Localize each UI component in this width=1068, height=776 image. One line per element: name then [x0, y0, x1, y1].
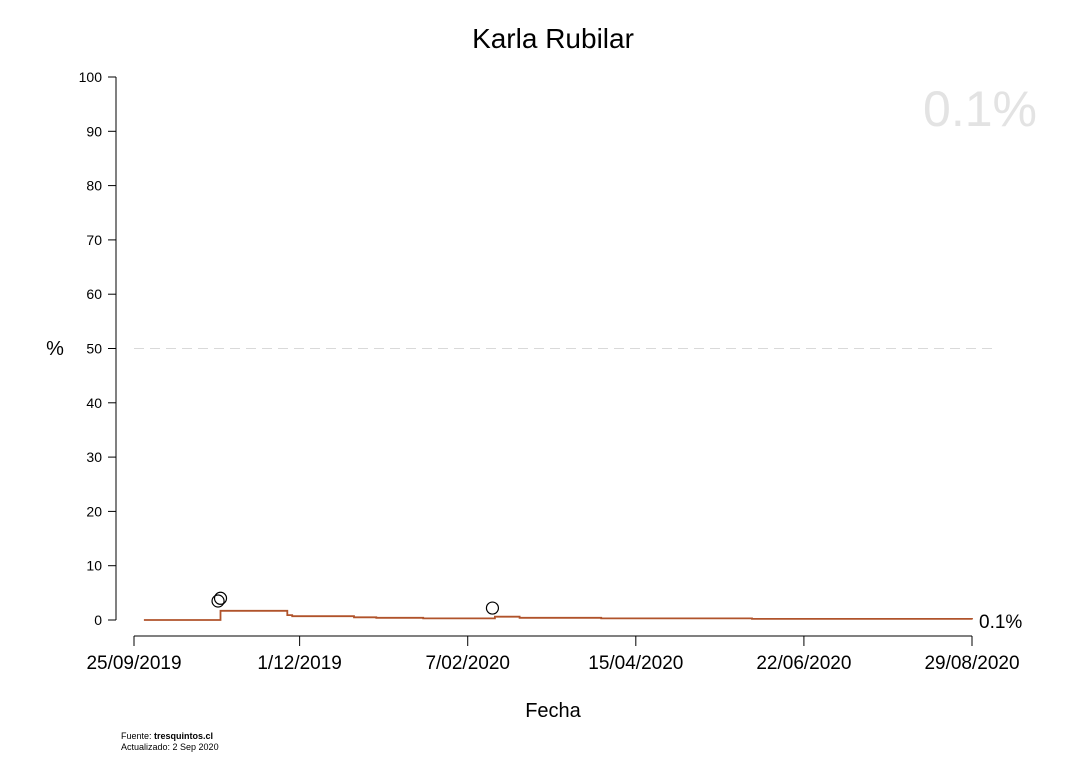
source-line: Fuente: tresquintos.cl [121, 731, 219, 742]
y-tick-label: 70 [86, 232, 102, 248]
plot-area [134, 348, 992, 621]
y-tick-label: 0 [94, 612, 102, 628]
x-tick-label: 15/04/2020 [588, 653, 683, 674]
series-line [143, 609, 973, 621]
source-link[interactable]: tresquintos.cl [154, 731, 214, 741]
end-value-label: 0.1% [979, 612, 1022, 633]
y-tick-label: 30 [86, 449, 102, 465]
footer: Fuente: tresquintos.cl Actualizado: 2 Se… [121, 731, 219, 753]
x-tick-label: 1/12/2019 [257, 653, 342, 674]
poll-point [213, 591, 228, 605]
y-tick-label: 90 [86, 123, 102, 139]
y-tick-label: 40 [86, 395, 102, 411]
x-axis-label: Fecha [525, 700, 581, 722]
y-tick-label: 100 [79, 69, 103, 85]
axes: 0 10 20 30 40 50 60 70 80 90 100 25/09/2019 1/12/201… [79, 69, 1020, 674]
x-tick-label: 25/09/2019 [86, 653, 181, 674]
poll-point [485, 601, 500, 615]
x-tick-label: 7/02/2020 [425, 653, 510, 674]
y-tick-label: 10 [86, 558, 102, 574]
source-prefix: Fuente: [121, 731, 155, 741]
x-tick-label: 22/06/2020 [756, 653, 851, 674]
y-tick-label: 80 [86, 178, 102, 194]
current-value-watermark: 0.1% [923, 81, 1037, 137]
poll-point [211, 594, 225, 608]
y-tick-label: 60 [86, 286, 102, 302]
y-axis-label: % [46, 338, 64, 360]
y-tick-label: 50 [86, 341, 102, 357]
y-tick-label: 20 [86, 503, 102, 519]
updated-line: Actualizado: 2 Sep 2020 [121, 742, 219, 752]
chart-title: Karla Rubilar [472, 23, 634, 54]
x-tick-label: 29/08/2020 [924, 653, 1019, 674]
